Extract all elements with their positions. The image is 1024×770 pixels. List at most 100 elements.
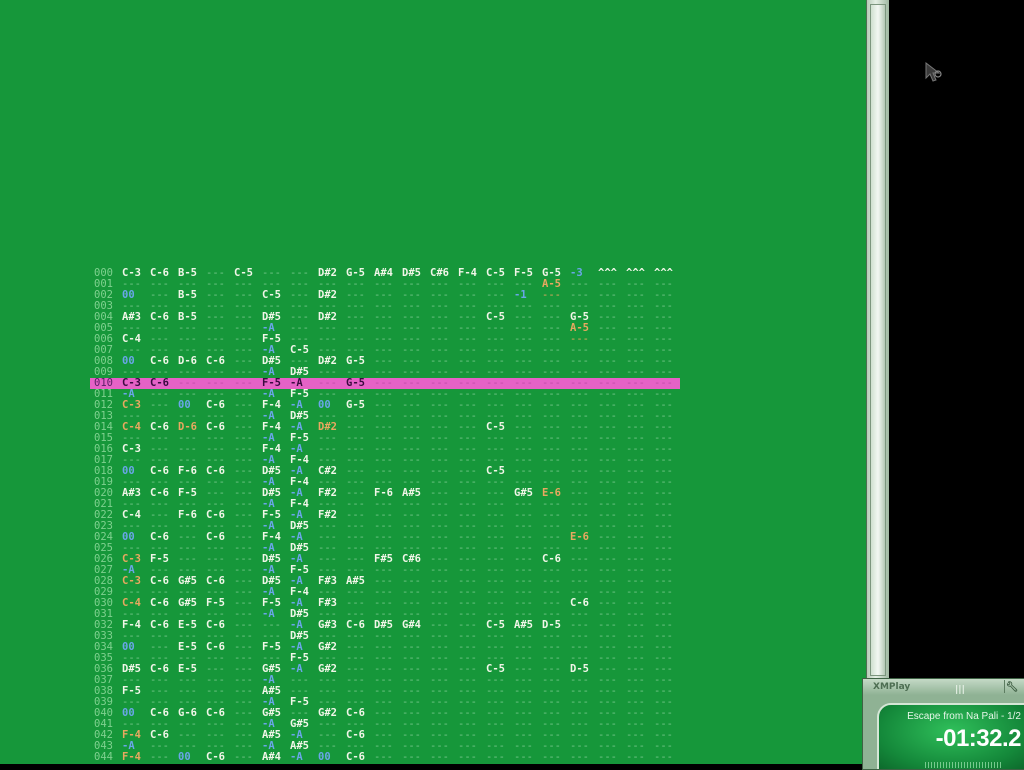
pattern-cell[interactable]: --- [514, 751, 533, 763]
pattern-cell[interactable]: --- [514, 421, 533, 433]
pattern-cell[interactable]: --- [626, 641, 645, 653]
pattern-cell[interactable]: C-6 [206, 399, 225, 411]
pattern-cell[interactable]: C-6 [346, 619, 365, 631]
pattern-cell[interactable]: -A [262, 740, 275, 752]
pattern-cell[interactable]: --- [570, 509, 589, 521]
pattern-cell[interactable]: --- [486, 718, 505, 730]
pattern-cell[interactable]: --- [626, 432, 645, 444]
pattern-cell[interactable]: --- [374, 322, 393, 334]
pattern-cell[interactable]: 00 [122, 355, 135, 367]
pattern-cell[interactable]: --- [346, 311, 365, 323]
pattern-cell[interactable]: C-4 [122, 509, 141, 521]
pattern-cell[interactable]: --- [542, 740, 561, 752]
pattern-cell[interactable]: --- [598, 597, 617, 609]
pattern-cell[interactable]: --- [402, 388, 421, 400]
pattern-cell[interactable]: --- [570, 377, 589, 389]
pattern-cell[interactable]: --- [430, 333, 449, 345]
pattern-cell[interactable]: --- [374, 333, 393, 345]
pattern-cell[interactable]: --- [514, 740, 533, 752]
pattern-cell[interactable]: --- [654, 729, 673, 741]
pattern-cell[interactable]: C-5 [486, 619, 505, 631]
pattern-cell[interactable]: -A [262, 322, 275, 334]
pattern-cell[interactable]: --- [178, 322, 197, 334]
pattern-cell[interactable]: F-5 [290, 696, 309, 708]
pattern-cell[interactable]: --- [654, 443, 673, 455]
pattern-cell[interactable]: F-5 [178, 487, 197, 499]
pattern-cell[interactable]: --- [234, 663, 253, 675]
pattern-cell[interactable]: --- [430, 553, 449, 565]
pattern-cell[interactable]: --- [542, 377, 561, 389]
pattern-cell[interactable]: F-5 [262, 509, 281, 521]
pattern-cell[interactable]: C-6 [542, 553, 561, 565]
pattern-cell[interactable]: --- [626, 718, 645, 730]
pattern-cell[interactable]: --- [430, 311, 449, 323]
pattern-cell[interactable]: --- [486, 542, 505, 554]
pattern-cell[interactable]: C-6 [150, 663, 169, 675]
pattern-cell[interactable]: --- [542, 443, 561, 455]
pattern-cell[interactable]: D-5 [542, 619, 561, 631]
pattern-cell[interactable]: --- [626, 278, 645, 290]
pattern-cell[interactable]: --- [290, 333, 309, 345]
pattern-cell[interactable]: --- [374, 740, 393, 752]
pattern-cell[interactable]: --- [570, 751, 589, 763]
pattern-cell[interactable]: --- [570, 443, 589, 455]
pattern-cell[interactable]: --- [150, 509, 169, 521]
pattern-cell[interactable]: G-5 [570, 311, 589, 323]
pattern-cell[interactable]: G#5 [178, 575, 197, 587]
pattern-cell[interactable]: F-5 [122, 685, 141, 697]
pattern-cell[interactable]: --- [598, 674, 617, 686]
pattern-cell[interactable]: --- [178, 685, 197, 697]
pattern-cell[interactable]: --- [570, 641, 589, 653]
pattern-cell[interactable]: --- [290, 322, 309, 334]
pattern-cell[interactable]: --- [598, 465, 617, 477]
pattern-cell[interactable]: --- [430, 707, 449, 719]
pattern-cell[interactable]: --- [290, 289, 309, 301]
pattern-cell[interactable]: --- [402, 729, 421, 741]
pattern-cell[interactable]: --- [206, 630, 225, 642]
pattern-cell[interactable]: --- [598, 421, 617, 433]
pattern-cell[interactable]: --- [486, 685, 505, 697]
vertical-scrollbar[interactable] [866, 0, 889, 680]
pattern-cell[interactable]: --- [402, 564, 421, 576]
pattern-cell[interactable]: --- [430, 487, 449, 499]
pattern-cell[interactable]: -A [122, 564, 135, 576]
pattern-cell[interactable]: --- [430, 476, 449, 488]
pattern-cell[interactable]: --- [458, 311, 477, 323]
pattern-cell[interactable]: --- [206, 586, 225, 598]
pattern-cell[interactable]: --- [346, 553, 365, 565]
pattern-cell[interactable]: --- [430, 542, 449, 554]
pattern-cell[interactable]: --- [290, 674, 309, 686]
pattern-cell[interactable]: G#5 [262, 663, 281, 675]
pattern-cell[interactable]: -A [290, 729, 303, 741]
pattern-cell[interactable]: --- [318, 542, 337, 554]
pattern-cell[interactable]: --- [122, 520, 141, 532]
pattern-cell[interactable]: --- [598, 311, 617, 323]
pattern-cell[interactable]: --- [346, 509, 365, 521]
pattern-row[interactable]: 009 --- --- --- --- --- -A D#5 --- --- --- --- --- --… [90, 367, 680, 378]
pattern-row[interactable]: 024 00 C-6 --- C-6 --- F-4 -A --- --- --- --- --- ---… [90, 532, 680, 543]
pattern-cell[interactable]: C-6 [150, 729, 169, 741]
pattern-cell[interactable]: --- [346, 663, 365, 675]
pattern-cell[interactable]: --- [514, 586, 533, 598]
pattern-cell[interactable]: --- [514, 509, 533, 521]
pattern-cell[interactable]: --- [570, 674, 589, 686]
pattern-cell[interactable]: --- [206, 454, 225, 466]
pattern-cell[interactable]: --- [486, 696, 505, 708]
pattern-cell[interactable]: --- [598, 696, 617, 708]
pattern-cell[interactable]: --- [654, 619, 673, 631]
pattern-cell[interactable]: -A [290, 443, 303, 455]
xmplay-titlebar[interactable]: XMPlay ||| 🔧︎ [863, 679, 1024, 695]
pattern-cell[interactable]: --- [346, 333, 365, 345]
pattern-row[interactable]: 035 --- --- --- --- --- --- F-5 --- --- --- --- --- -… [90, 653, 680, 664]
pattern-cell[interactable]: F-4 [262, 531, 281, 543]
pattern-cell[interactable]: --- [598, 564, 617, 576]
pattern-cell[interactable]: D#5 [262, 311, 281, 323]
pattern-cell[interactable]: --- [626, 476, 645, 488]
pattern-cell[interactable]: --- [402, 575, 421, 587]
pattern-cell[interactable]: --- [402, 718, 421, 730]
pattern-row[interactable]: 008 00 C-6 D-6 C-6 --- D#5 --- D#2 G-5 --- --- --- --… [90, 356, 680, 367]
pattern-cell[interactable]: --- [598, 289, 617, 301]
pattern-cell[interactable]: --- [318, 366, 337, 378]
pattern-cell[interactable]: B-5 [178, 267, 197, 279]
pattern-cell[interactable]: -A [262, 388, 275, 400]
